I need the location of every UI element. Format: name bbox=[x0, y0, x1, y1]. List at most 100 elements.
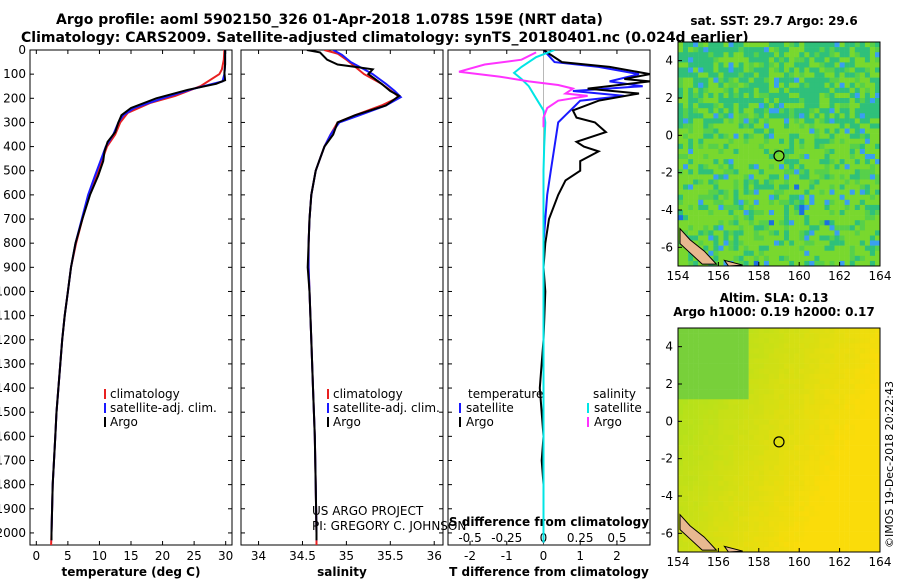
map-cell bbox=[809, 235, 815, 241]
map-cell bbox=[834, 440, 840, 446]
map-cell bbox=[733, 363, 739, 369]
map-cell bbox=[784, 521, 790, 527]
map-cell bbox=[688, 159, 694, 165]
map-cell bbox=[829, 57, 835, 63]
map-cell bbox=[743, 194, 749, 201]
map-cell bbox=[864, 546, 871, 553]
map-cell bbox=[703, 184, 709, 190]
map-cell bbox=[708, 245, 714, 251]
map-cell bbox=[794, 143, 800, 150]
map-cell bbox=[758, 189, 765, 195]
map-cell bbox=[809, 419, 815, 425]
map-cell bbox=[789, 250, 795, 257]
map-cell bbox=[768, 123, 775, 129]
map-cell bbox=[723, 92, 729, 99]
map-cell bbox=[743, 62, 749, 68]
map-cell bbox=[698, 511, 704, 517]
map-cell bbox=[799, 460, 805, 466]
map-cell bbox=[683, 475, 689, 481]
map-cell bbox=[763, 215, 770, 221]
map-cell bbox=[683, 230, 689, 236]
map-cell bbox=[758, 133, 765, 139]
map-cell bbox=[809, 189, 815, 195]
map-cell bbox=[683, 42, 689, 48]
map-cell bbox=[678, 113, 684, 119]
map-cell bbox=[849, 546, 855, 553]
map-cell bbox=[859, 260, 866, 267]
map-cell bbox=[799, 511, 805, 517]
map-cell bbox=[809, 445, 815, 451]
map-cell bbox=[693, 511, 699, 517]
x-tick-label: 35 bbox=[339, 549, 354, 563]
map-cell bbox=[799, 98, 805, 104]
map-cell bbox=[763, 404, 770, 410]
map-cell bbox=[748, 541, 754, 548]
map-cell bbox=[844, 128, 850, 134]
map-cell bbox=[779, 92, 785, 99]
map-cell bbox=[784, 143, 790, 150]
map-cell bbox=[819, 409, 825, 415]
map-cell bbox=[693, 475, 699, 481]
map-cell bbox=[875, 434, 881, 441]
map-cell bbox=[768, 475, 775, 481]
map-cell bbox=[849, 215, 855, 221]
map-cell bbox=[698, 353, 704, 359]
map-cell bbox=[678, 133, 684, 139]
map-cell bbox=[683, 82, 689, 89]
map-cell bbox=[824, 501, 830, 507]
map-cell bbox=[794, 429, 800, 436]
map-cell bbox=[844, 470, 850, 476]
map-cell bbox=[794, 128, 800, 134]
map-cell bbox=[748, 87, 754, 94]
map-cell bbox=[683, 460, 689, 466]
map-cell bbox=[713, 189, 719, 195]
map-cell bbox=[789, 368, 795, 375]
map-cell bbox=[864, 260, 871, 267]
panel-salinity: 34 34.5 35 35.5 36salinityclimatologysatelli… bbox=[240, 49, 444, 579]
map-cell bbox=[708, 470, 714, 476]
map-cell bbox=[733, 343, 739, 349]
map-cell bbox=[834, 184, 840, 190]
map-cell bbox=[834, 399, 840, 405]
map-cell bbox=[703, 77, 709, 83]
map-cell bbox=[748, 440, 754, 446]
map-cell bbox=[849, 72, 855, 78]
map-cell bbox=[819, 511, 825, 517]
map-cell bbox=[819, 235, 825, 241]
map-cell bbox=[779, 103, 785, 109]
map-cell bbox=[794, 230, 800, 236]
map-cell bbox=[799, 368, 805, 375]
map-cell bbox=[708, 77, 714, 83]
map-cell bbox=[723, 82, 729, 89]
map-cell bbox=[768, 414, 775, 420]
map-cell bbox=[748, 189, 754, 195]
map-cell bbox=[768, 113, 775, 119]
map-cell bbox=[814, 506, 820, 512]
map-cell bbox=[834, 169, 840, 175]
map-cell bbox=[849, 445, 855, 451]
map-cell bbox=[713, 62, 719, 68]
map-x-tick-label: 158 bbox=[747, 269, 770, 283]
map-cell bbox=[678, 164, 684, 170]
map-cell bbox=[768, 199, 775, 206]
map-cell bbox=[678, 445, 684, 451]
map-cell bbox=[728, 148, 734, 155]
map-cell bbox=[708, 225, 714, 231]
map-cell bbox=[839, 409, 845, 415]
map-cell bbox=[849, 103, 855, 109]
map-cell bbox=[794, 516, 800, 522]
map-cell bbox=[839, 143, 845, 150]
map-cell bbox=[733, 220, 739, 226]
map-cell bbox=[779, 511, 785, 517]
map-cell bbox=[829, 179, 835, 185]
map-cell bbox=[678, 72, 684, 78]
map-cell bbox=[688, 506, 694, 512]
map-cell bbox=[683, 501, 689, 507]
map-cell bbox=[718, 338, 724, 344]
map-cell bbox=[789, 210, 795, 216]
map-cell bbox=[814, 338, 820, 344]
map-cell bbox=[718, 138, 724, 145]
map-cell bbox=[743, 404, 749, 410]
map-cell bbox=[844, 389, 850, 395]
map-cell bbox=[794, 536, 800, 543]
